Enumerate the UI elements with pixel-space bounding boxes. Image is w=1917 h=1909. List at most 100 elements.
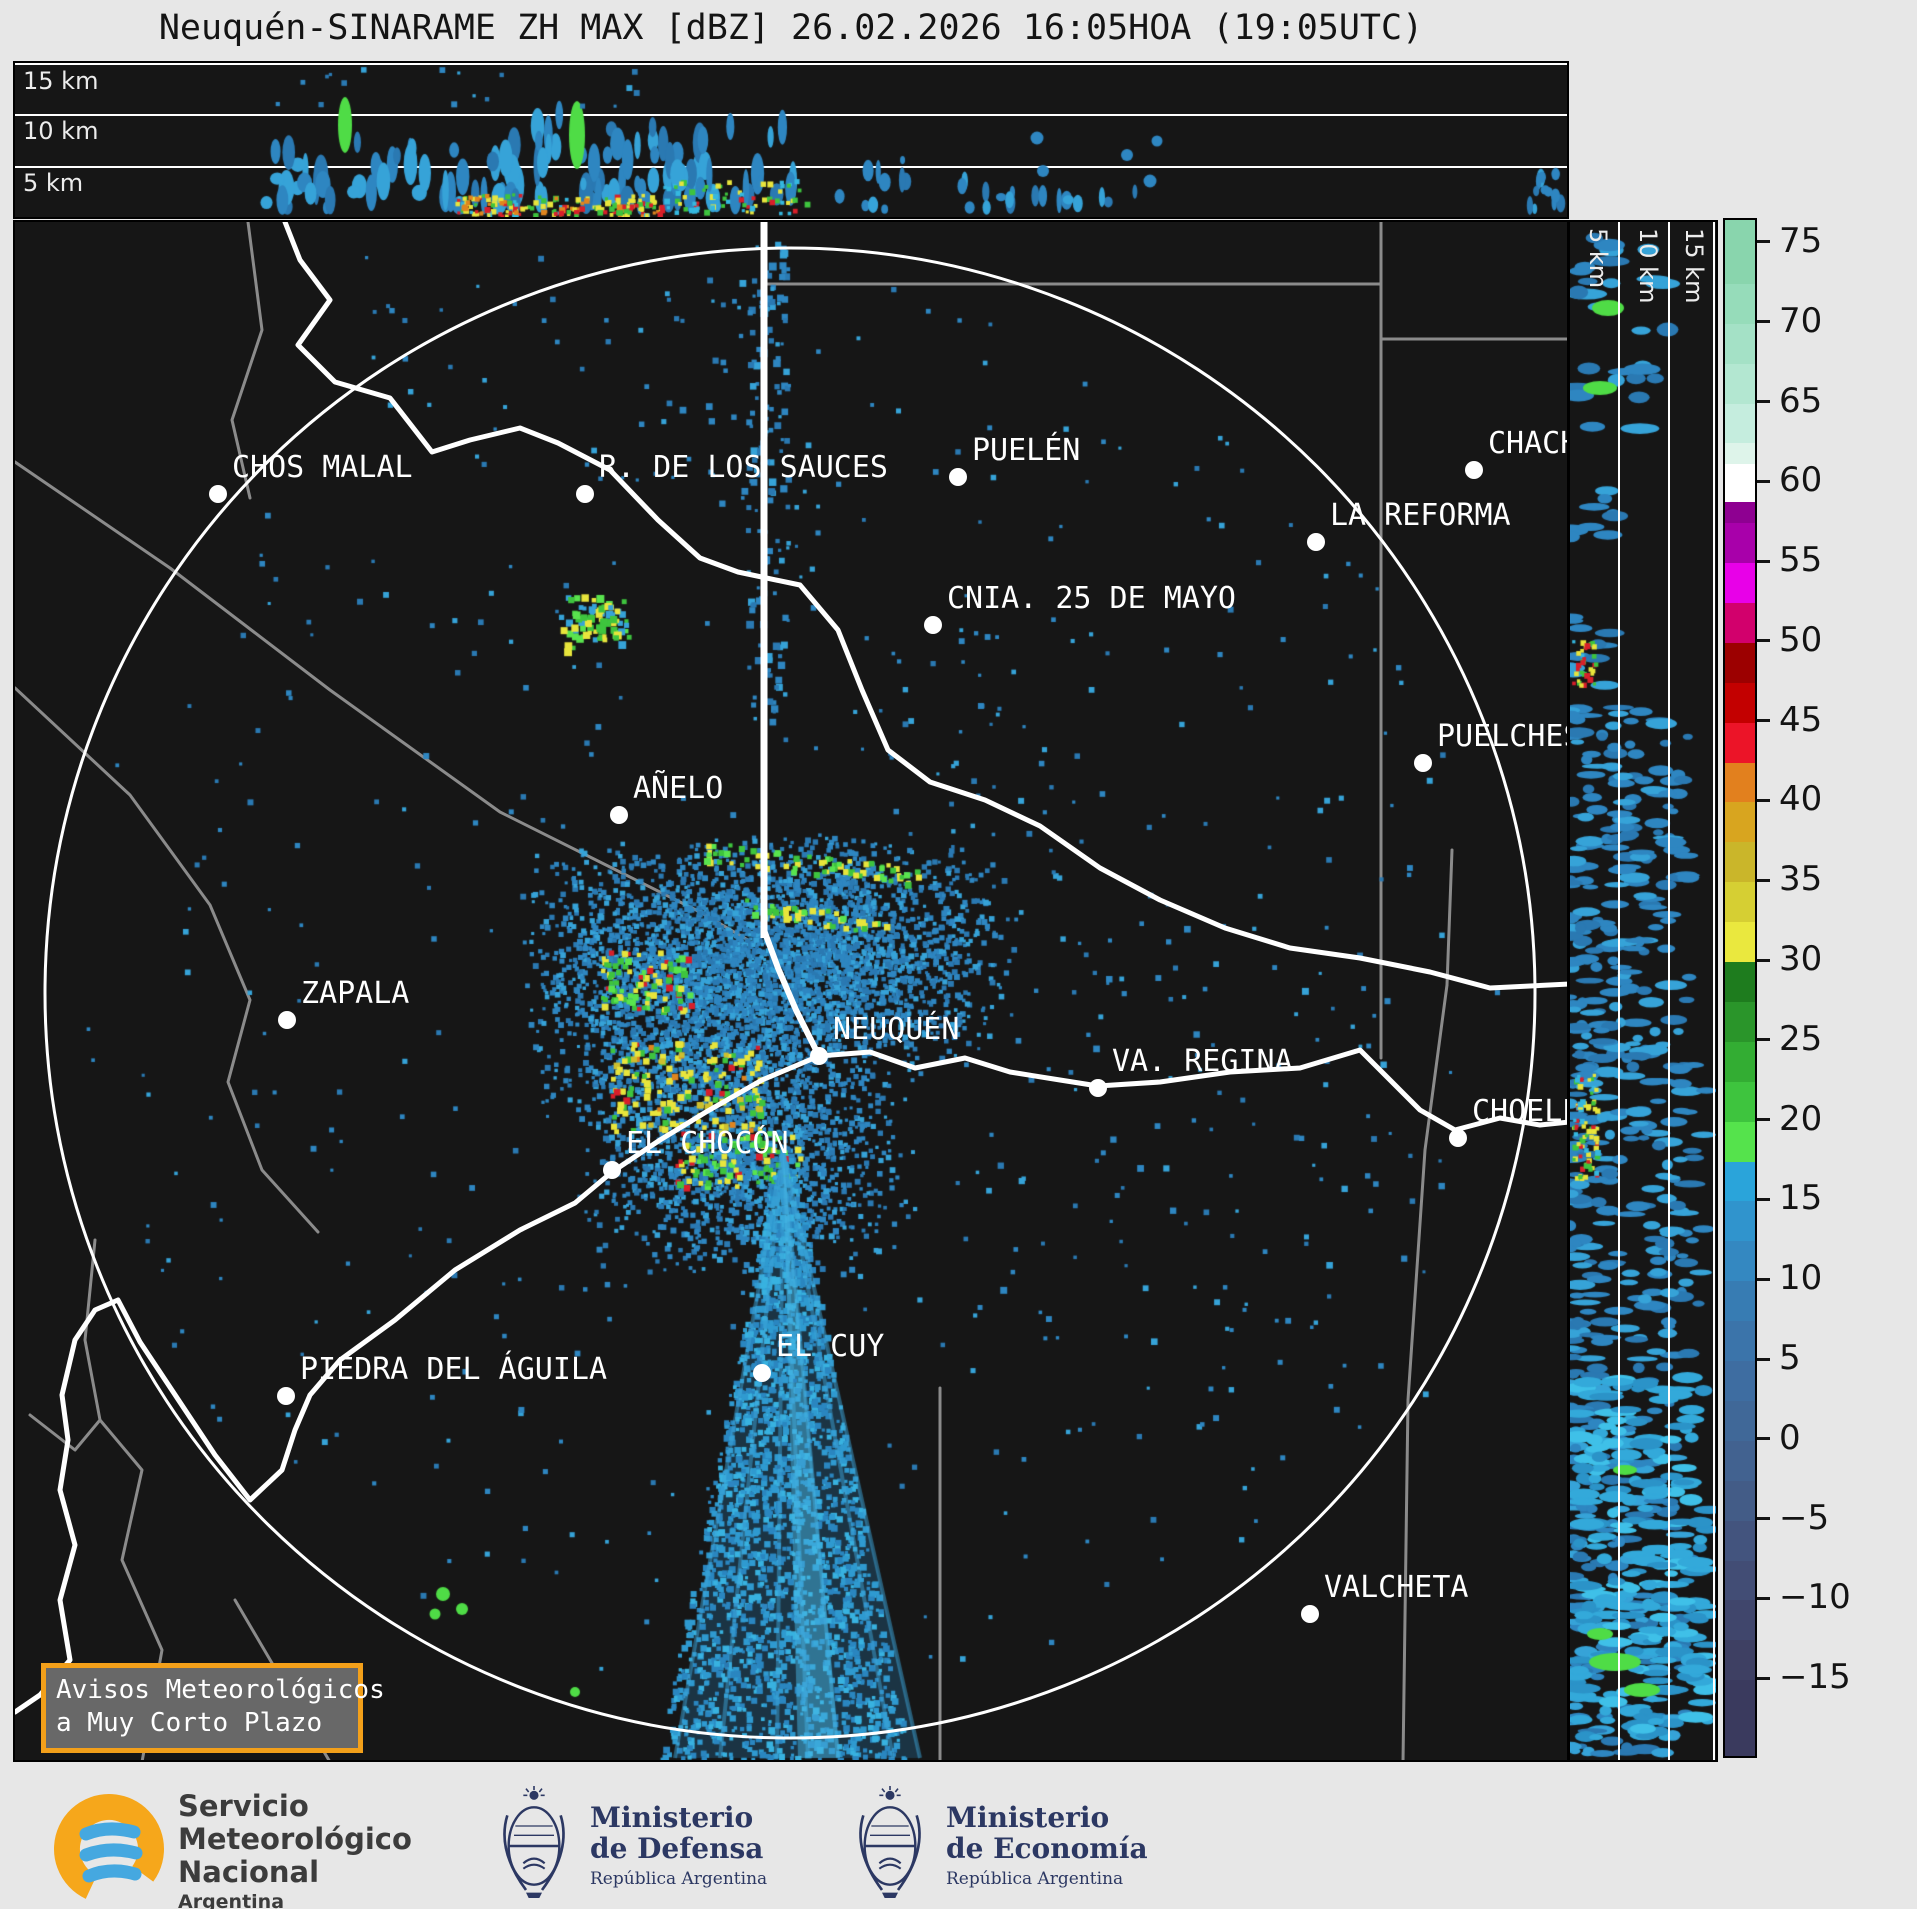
colorbar-tick-mark [1757,878,1770,882]
colorbar-segment [1725,922,1755,963]
city-layer: CHOS MALAL R. DE LOS SAUCES PUELÉN CHACHAHU… [15,222,1567,1760]
colorbar-tick-label: 30 [1779,939,1823,980]
colorbar-segment [1725,642,1755,684]
colorbar-segment [1725,1520,1755,1562]
city-label: CHOS MALAL [232,450,413,485]
city-marker [277,1387,295,1405]
colorbar-tick-label: 45 [1779,699,1823,740]
colorbar-segment [1725,220,1755,285]
altitude-line-10km-v [1668,222,1670,1760]
ministry-economia-crest-icon [850,1786,930,1902]
altitude-line-5km-v [1618,222,1620,1760]
altitude-label-15km: 15 km [23,67,99,95]
colorbar-segment [1725,762,1755,804]
colorbar-tick-mark [1757,1357,1770,1361]
city-marker [924,616,942,634]
colorbar-segment [1725,1201,1755,1242]
ministry-defensa-line-2: de Defensa [590,1832,764,1865]
colorbar-tick-label: −10 [1779,1577,1851,1618]
smn-line-2: Meteorológico [178,1822,412,1856]
colorbar-tick-mark [1757,1277,1770,1281]
colorbar-tick-label: −15 [1779,1657,1851,1698]
colorbar-tick-label: 55 [1779,540,1823,581]
city-marker [1465,461,1483,479]
warning-line-2: a Muy Corto Plazo [56,1708,323,1738]
ministry-defensa-sub: República Argentina [590,1869,768,1889]
altitude-label-5km: 5 km [23,169,84,197]
colorbar-segment [1725,962,1755,1003]
city-marker [1449,1129,1467,1147]
page-title: Neuquén-SINARAME ZH MAX [dBZ] 26.02.2026… [158,8,1424,48]
side-cross-section-echoes [1570,222,1716,1760]
city-label: ZAPALA [301,976,410,1011]
colorbar-segment [1725,1600,1755,1641]
footer: Servicio Meteorológico Nacional Argentin… [0,1762,1917,1909]
altitude-label-15km-v: 15 km [1680,228,1708,304]
city-marker [1301,1605,1319,1623]
colorbar-tick-mark [1757,1596,1770,1600]
colorbar-tick-label: 10 [1779,1258,1823,1299]
colorbar-segment [1725,842,1755,883]
city-label: CHACHAHUÉN [1488,426,1567,461]
colorbar-tick-mark [1757,1437,1770,1441]
city-marker [603,1161,621,1179]
altitude-label-10km: 10 km [23,117,99,145]
warning-banner: Avisos Meteorológicos a Muy Corto Plazo [41,1663,385,1753]
colorbar-segment [1725,523,1755,564]
altitude-line-15km-v [1713,222,1715,1760]
city-marker [1307,533,1325,551]
ministry-economia-line-2: de Economía [946,1832,1148,1865]
colorbar-segment [1725,443,1755,465]
colorbar-tick-label: 50 [1779,619,1823,660]
colorbar-segment [1725,1361,1755,1402]
ministry-defensa-wordmark: Ministerio de Defensa República Argentin… [590,1802,767,1889]
colorbar-tick-label: 40 [1779,779,1823,820]
city-label: PUELCHES [1437,719,1567,754]
colorbar-segment [1725,464,1755,504]
colorbar-tick-label: 65 [1779,380,1823,421]
colorbar-tick-label: 5 [1779,1338,1801,1379]
smn-line-3: Nacional [178,1855,320,1889]
colorbar-tick-mark [1757,639,1770,643]
colorbar-tick-label: 0 [1779,1417,1801,1458]
colorbar-segment [1725,283,1755,325]
smn-logo-icon [54,1794,164,1904]
colorbar-segment [1725,1560,1755,1601]
top-cross-section-panel: 15 km 10 km 5 km [13,61,1569,219]
city-marker [576,485,594,503]
colorbar-tick-mark [1757,240,1770,244]
colorbar-segment [1725,1001,1755,1043]
colorbar-tick-mark [1757,1676,1770,1680]
colorbar-tick-mark [1757,400,1770,404]
colorbar-tick-label: 15 [1779,1178,1823,1219]
colorbar-tick-mark [1757,958,1770,962]
colorbar-tick-label: 70 [1779,300,1823,341]
ministry-defensa-line-1: Ministerio [590,1801,754,1834]
colorbar-tick-mark [1757,559,1770,563]
city-marker [949,468,967,486]
colorbar-tick-label: 25 [1779,1018,1823,1059]
colorbar-segment [1725,1081,1755,1123]
city-label: PIEDRA DEL ÁGUILA [300,1352,608,1387]
colorbar-segment [1725,502,1755,524]
city-label: PUELÉN [972,433,1081,468]
colorbar-tick-mark [1757,1118,1770,1122]
city-marker [610,806,628,824]
colorbar-segment [1725,363,1755,405]
city-label: NEUQUÉN [833,1012,960,1047]
colorbar-tick-mark [1757,1517,1770,1521]
colorbar-segment [1725,323,1755,365]
colorbar-tick-label: −5 [1779,1497,1830,1538]
altitude-label-10km-v: 10 km [1634,228,1662,304]
colorbar-segment [1725,1440,1755,1482]
colorbar-tick-mark [1757,479,1770,483]
colorbar-tick-label: 75 [1779,220,1823,261]
colorbar-segment [1725,1321,1755,1362]
city-label: VALCHETA [1324,1570,1469,1605]
colorbar-segment [1725,403,1755,444]
colorbar-segment [1725,1161,1755,1203]
colorbar-segment [1725,563,1755,604]
colorbar-segment [1725,1400,1755,1442]
city-marker [1414,754,1432,772]
